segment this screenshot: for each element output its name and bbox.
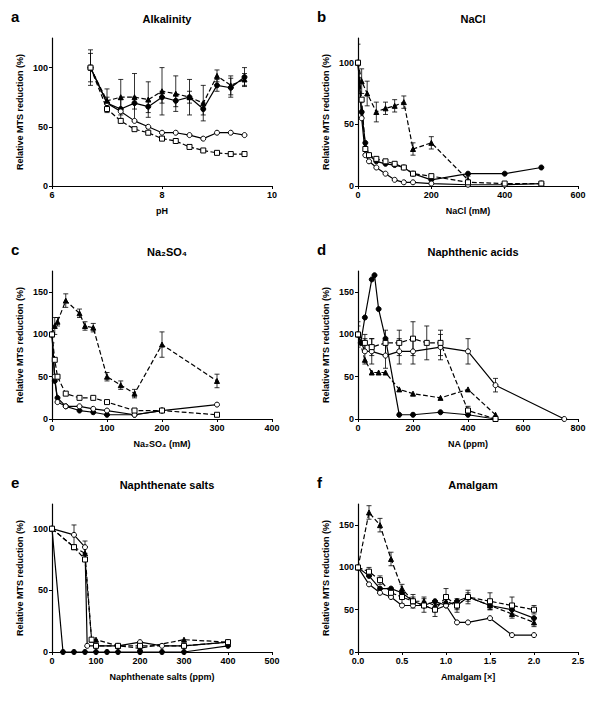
- svg-text:50: 50: [344, 372, 354, 382]
- svg-text:2.0: 2.0: [528, 656, 541, 666]
- svg-text:0: 0: [43, 414, 48, 424]
- svg-text:0: 0: [49, 656, 54, 666]
- svg-text:Relative MTS reduction (%): Relative MTS reduction (%): [321, 520, 331, 636]
- svg-text:Na₂SO₄ (mM): Na₂SO₄ (mM): [134, 439, 191, 449]
- svg-text:400: 400: [497, 190, 512, 200]
- svg-text:50: 50: [344, 605, 354, 615]
- svg-text:0: 0: [349, 414, 354, 424]
- svg-text:200: 200: [424, 190, 439, 200]
- svg-text:Relative MTS reduction (%): Relative MTS reduction (%): [321, 54, 331, 170]
- svg-text:0.0: 0.0: [352, 656, 365, 666]
- svg-text:400: 400: [264, 423, 279, 433]
- svg-text:100: 100: [33, 63, 48, 73]
- svg-text:Naphthenate salts: Naphthenate salts: [120, 479, 215, 491]
- svg-text:0: 0: [43, 647, 48, 657]
- svg-text:0: 0: [43, 181, 48, 191]
- svg-text:200: 200: [154, 423, 169, 433]
- svg-text:Naphthenate salts (ppm): Naphthenate salts (ppm): [109, 672, 214, 682]
- svg-text:200: 200: [405, 423, 420, 433]
- svg-text:8: 8: [159, 190, 164, 200]
- svg-text:150: 150: [33, 287, 48, 297]
- svg-text:0: 0: [355, 190, 360, 200]
- svg-text:d: d: [317, 241, 326, 258]
- svg-text:300: 300: [209, 423, 224, 433]
- svg-text:f: f: [317, 474, 323, 491]
- svg-text:c: c: [11, 241, 19, 258]
- svg-text:1.5: 1.5: [484, 656, 497, 666]
- svg-text:200: 200: [132, 656, 147, 666]
- svg-text:Naphthenic acids: Naphthenic acids: [427, 246, 518, 258]
- svg-text:50: 50: [38, 122, 48, 132]
- svg-text:10: 10: [267, 190, 277, 200]
- svg-text:600: 600: [570, 190, 585, 200]
- svg-text:100: 100: [339, 329, 354, 339]
- svg-text:0.5: 0.5: [396, 656, 409, 666]
- svg-text:NA (ppm): NA (ppm): [448, 439, 488, 449]
- svg-text:100: 100: [33, 329, 48, 339]
- svg-text:0: 0: [355, 423, 360, 433]
- svg-text:150: 150: [339, 287, 354, 297]
- svg-text:Relative MTS reduction (%): Relative MTS reduction (%): [15, 287, 25, 403]
- svg-text:800: 800: [570, 423, 585, 433]
- svg-text:NaCl (mM): NaCl (mM): [446, 206, 491, 216]
- svg-text:500: 500: [264, 656, 279, 666]
- svg-text:6: 6: [49, 190, 54, 200]
- svg-text:400: 400: [220, 656, 235, 666]
- svg-text:600: 600: [515, 423, 530, 433]
- svg-text:0: 0: [349, 647, 354, 657]
- svg-text:50: 50: [38, 585, 48, 595]
- svg-text:150: 150: [339, 520, 354, 530]
- svg-text:100: 100: [339, 58, 354, 68]
- svg-text:0: 0: [49, 423, 54, 433]
- svg-text:100: 100: [339, 562, 354, 572]
- svg-text:2.5: 2.5: [572, 656, 585, 666]
- svg-text:Alkalinity: Alkalinity: [143, 13, 193, 25]
- svg-text:50: 50: [344, 119, 354, 129]
- svg-text:0: 0: [349, 181, 354, 191]
- svg-text:Amalgam [×]: Amalgam [×]: [441, 672, 495, 682]
- svg-text:Relative MTS reduction (%): Relative MTS reduction (%): [15, 520, 25, 636]
- svg-text:100: 100: [88, 656, 103, 666]
- svg-text:pH: pH: [156, 206, 168, 216]
- svg-text:e: e: [11, 474, 19, 491]
- svg-text:Relative MTS reduction (%): Relative MTS reduction (%): [15, 54, 25, 170]
- svg-text:300: 300: [176, 656, 191, 666]
- svg-text:NaCl: NaCl: [460, 13, 485, 25]
- svg-text:Na₂SO₄: Na₂SO₄: [147, 246, 187, 258]
- svg-text:Relative MTS reduction (%): Relative MTS reduction (%): [321, 287, 331, 403]
- svg-text:a: a: [11, 8, 20, 25]
- svg-text:100: 100: [99, 423, 114, 433]
- svg-text:1.0: 1.0: [440, 656, 453, 666]
- svg-text:b: b: [317, 8, 326, 25]
- svg-text:400: 400: [460, 423, 475, 433]
- svg-text:Amalgam: Amalgam: [448, 479, 498, 491]
- svg-text:50: 50: [38, 372, 48, 382]
- svg-text:100: 100: [33, 524, 48, 534]
